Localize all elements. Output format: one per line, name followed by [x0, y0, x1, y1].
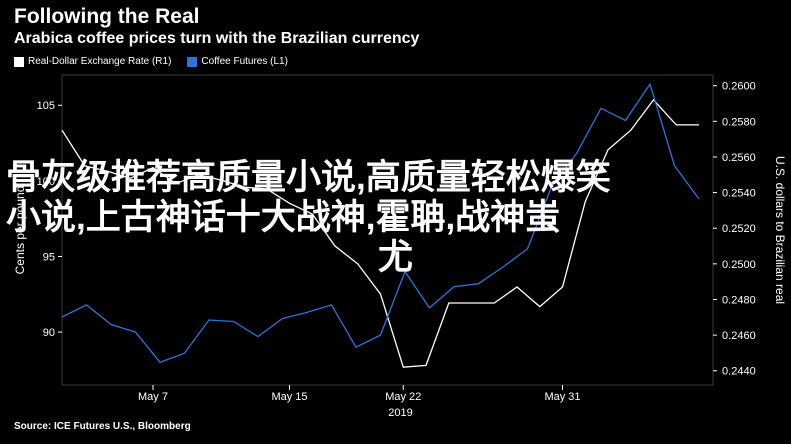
- right-tick-label: 0.2440: [719, 366, 756, 378]
- left-tick-label: 90: [43, 327, 55, 339]
- left-tick-label: 95: [43, 251, 55, 263]
- legend-label-coffee: Coffee Futures (L1): [201, 56, 288, 67]
- right-tick-label: 0.2520: [719, 223, 756, 235]
- series-line-coffee: [61, 82, 700, 364]
- right-tick-label: 0.2560: [719, 152, 756, 164]
- right-tick-label: 0.2600: [719, 81, 756, 93]
- overlay-line-2: 小说,上古神话十大战神,霍聃,战神蚩: [6, 198, 561, 237]
- right-tick-label: 0.2500: [719, 259, 756, 271]
- x-year-label: 2019: [388, 407, 412, 419]
- chart-subtitle: Arabica coffee prices turn with the Braz…: [14, 30, 420, 47]
- right-axis-title: U.S. dollars to Brazilian real: [773, 156, 787, 304]
- right-tick-label: 0.2580: [719, 116, 756, 128]
- x-tick-label: May 31: [544, 391, 580, 403]
- legend-swatch-coffee: [187, 56, 198, 67]
- right-tick-label: 0.2460: [719, 330, 756, 342]
- chart-title: Following the Real: [14, 5, 200, 28]
- chart-source: Source: ICE Futures U.S., Bloomberg: [14, 421, 191, 432]
- x-tick-label: May 15: [271, 391, 307, 403]
- overlay-line-3: 尤: [377, 238, 413, 277]
- plot-frame: [61, 74, 714, 386]
- overlay-banner-text: 骨灰级推荐高质量小说,高质量轻松爆笑 小说,上古神话十大战神,霍聃,战神蚩 尤: [6, 158, 785, 278]
- chart-legend: Real-Dollar Exchange Rate (R1) Coffee Fu…: [14, 56, 298, 67]
- overlay-line-1: 骨灰级推荐高质量小说,高质量轻松爆笑: [6, 158, 611, 197]
- series-line-real: [61, 98, 699, 368]
- legend-label-real: Real-Dollar Exchange Rate (R1): [28, 56, 172, 67]
- x-tick-label: May 22: [385, 391, 421, 403]
- right-tick-label: 0.2480: [719, 294, 756, 306]
- left-axis-title: Cents per pound: [13, 186, 27, 275]
- legend-item-coffee: Coffee Futures (L1): [187, 56, 288, 67]
- left-tick-label: 100: [37, 176, 55, 188]
- x-tick-label: May 7: [138, 391, 168, 403]
- legend-item-real: Real-Dollar Exchange Rate (R1): [14, 56, 171, 67]
- legend-swatch-real: [14, 56, 24, 67]
- left-tick-label: 105: [37, 100, 55, 112]
- right-tick-label: 0.2540: [719, 188, 756, 200]
